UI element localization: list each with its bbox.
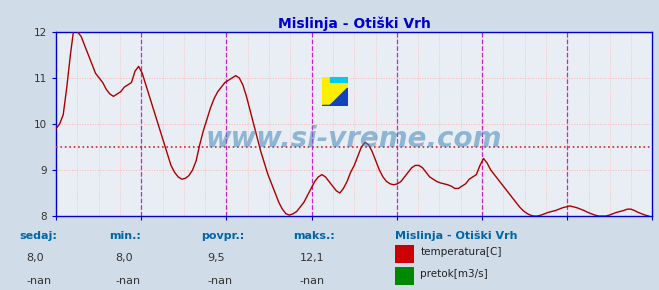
Title: Mislinja - Otiški Vrh: Mislinja - Otiški Vrh — [278, 16, 430, 31]
Text: 9,5: 9,5 — [208, 253, 225, 263]
Text: www.si-vreme.com: www.si-vreme.com — [206, 125, 502, 153]
Text: 8,0: 8,0 — [26, 253, 44, 263]
Text: -nan: -nan — [115, 276, 140, 286]
Polygon shape — [322, 88, 347, 106]
Text: Mislinja - Otiški Vrh: Mislinja - Otiški Vrh — [395, 231, 518, 241]
Text: pretok[m3/s]: pretok[m3/s] — [420, 269, 488, 279]
Text: povpr.:: povpr.: — [201, 231, 244, 241]
Text: 8,0: 8,0 — [115, 253, 133, 263]
Bar — [395, 245, 414, 262]
Polygon shape — [330, 77, 347, 82]
Text: -nan: -nan — [300, 276, 325, 286]
Text: temperatura[C]: temperatura[C] — [420, 247, 502, 257]
Text: maks.:: maks.: — [293, 231, 335, 241]
Text: min.:: min.: — [109, 231, 140, 241]
Polygon shape — [322, 77, 347, 106]
Text: 12,1: 12,1 — [300, 253, 324, 263]
Text: -nan: -nan — [26, 276, 51, 286]
Text: sedaj:: sedaj: — [20, 231, 57, 241]
Bar — [395, 267, 414, 285]
Text: -nan: -nan — [208, 276, 233, 286]
